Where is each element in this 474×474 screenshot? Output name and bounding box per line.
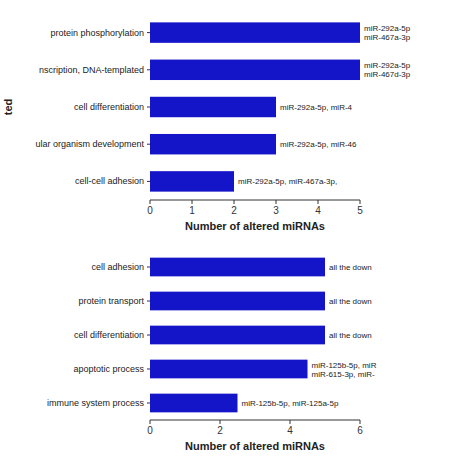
tick-label: 4 — [315, 205, 321, 216]
annotation-line: miR-292a-5p — [364, 24, 411, 33]
annotation-line: miR-467d-3p — [364, 70, 411, 79]
tick — [150, 200, 151, 204]
tick — [220, 420, 221, 424]
axis-line — [150, 200, 360, 201]
x-axis-label: Number of altered miRNAs — [185, 440, 325, 452]
category-label: apoptotic process — [73, 364, 144, 374]
tick-label: 2 — [231, 205, 237, 216]
category-label: nscription, DNA-templated — [39, 65, 144, 75]
bar — [150, 171, 234, 191]
tick — [234, 200, 235, 204]
category-label: protein transport — [78, 296, 144, 306]
category-label: immune system process — [47, 398, 145, 408]
annotation-line: miR-292a-5p — [364, 61, 411, 70]
annotation-line: all the down — [329, 331, 372, 340]
bar — [150, 97, 276, 117]
tick — [147, 181, 150, 182]
category-label: ular organism development — [35, 139, 144, 149]
tick — [147, 69, 150, 70]
annotation: miR-292a-5p, miR-46 — [280, 140, 357, 149]
annotations: miR-292a-5p, miR-467a-3p, miR-292a-5p, mi… — [238, 24, 411, 186]
bar — [150, 22, 360, 42]
tick — [192, 200, 193, 204]
annotation-line: all the down — [329, 297, 372, 306]
x-axis-label: Number of altered miRNAs — [185, 220, 325, 232]
tick-label: 4 — [287, 425, 293, 436]
chart: 0 2 4 6 Number of altered miRNAs immune syste… — [47, 258, 377, 452]
annotation: miR-125b-5p, miRmiR-615-3p, miR- — [312, 361, 377, 379]
tick — [147, 335, 150, 336]
tick — [147, 107, 150, 108]
tick-label: 1 — [189, 205, 195, 216]
tick-label: 5 — [357, 205, 363, 216]
bars — [150, 22, 360, 191]
bar — [150, 134, 276, 154]
annotation: all the down — [329, 331, 372, 340]
annotation: miR-292a-5p, miR-467a-3p, — [238, 177, 337, 186]
annotation-line: miR-292a-5p, miR-4 — [280, 103, 353, 112]
annotation-line: miR-615-3p, miR- — [312, 370, 375, 379]
figure: 0 1 2 3 4 5 Number of altered miRNAs cell-cell … — [0, 0, 474, 474]
annotation-line: miR-467a-3p — [364, 33, 411, 42]
bar — [150, 394, 238, 413]
tick-label: 3 — [273, 205, 279, 216]
annotation-line: miR-125b-5p, miR-125a-5p — [242, 399, 339, 408]
annotation-line: miR-292a-5p, miR-46 — [280, 140, 357, 149]
axis-line — [150, 420, 360, 421]
annotation: miR-125b-5p, miR-125a-5p — [242, 399, 339, 408]
tick — [318, 200, 319, 204]
annotations: miR-125b-5p, miR-125a-5p miR-125b-5p, miR… — [242, 263, 377, 408]
bar — [150, 326, 325, 345]
tick — [147, 369, 150, 370]
annotation: miR-292a-5p, miR-4 — [280, 103, 353, 112]
tick — [150, 420, 151, 424]
category-label: cell-cell adhesion — [75, 176, 144, 186]
tick — [147, 144, 150, 145]
tick — [360, 200, 361, 204]
tick — [147, 403, 150, 404]
category-label: cell differentiation — [74, 330, 144, 340]
category-label: cell differentiation — [74, 102, 144, 112]
annotation: miR-292a-5pmiR-467a-3p — [364, 24, 411, 42]
y-axis: immune system process apoptotic process ce… — [47, 262, 150, 408]
tick — [290, 420, 291, 424]
tick — [147, 301, 150, 302]
annotation: miR-292a-5pmiR-467d-3p — [364, 61, 411, 79]
bar — [150, 360, 308, 379]
x-axis: 0 1 2 3 4 5 Number of altered miRNAs — [147, 200, 363, 232]
y-axis-label: ted — [2, 99, 14, 116]
tick — [147, 32, 150, 33]
bar — [150, 60, 360, 80]
bar — [150, 258, 325, 277]
tick-label: 6 — [357, 425, 363, 436]
category-label: protein phosphorylation — [50, 28, 144, 38]
x-axis: 0 2 4 6 Number of altered miRNAs — [147, 420, 363, 452]
tick — [276, 200, 277, 204]
bar — [150, 292, 325, 311]
tick — [360, 420, 361, 424]
annotation: all the down — [329, 297, 372, 306]
annotation-line: all the down — [329, 263, 372, 272]
chart: 0 1 2 3 4 5 Number of altered miRNAs cell-cell … — [2, 22, 411, 232]
bars — [150, 258, 325, 413]
annotation-line: miR-125b-5p, miR — [312, 361, 377, 370]
tick — [147, 267, 150, 268]
tick-label: 0 — [147, 205, 153, 216]
category-label: cell adhesion — [91, 262, 144, 272]
annotation-line: miR-292a-5p, miR-467a-3p, — [238, 177, 337, 186]
tick-label: 2 — [217, 425, 223, 436]
tick-label: 0 — [147, 425, 153, 436]
y-axis: cell-cell adhesion ular organism developm… — [2, 28, 150, 187]
annotation: all the down — [329, 263, 372, 272]
